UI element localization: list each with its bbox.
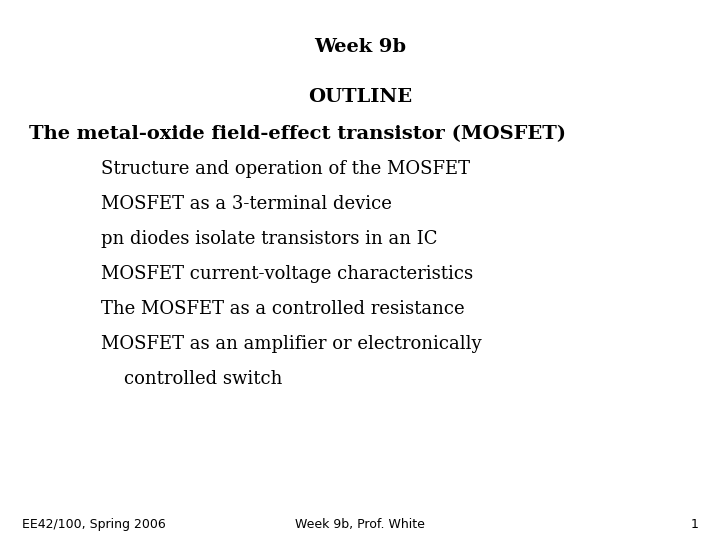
Text: Week 9b, Prof. White: Week 9b, Prof. White — [295, 518, 425, 531]
Text: The MOSFET as a controlled resistance: The MOSFET as a controlled resistance — [101, 300, 464, 318]
Text: controlled switch: controlled switch — [101, 370, 282, 388]
Text: MOSFET as a 3-terminal device: MOSFET as a 3-terminal device — [101, 195, 392, 213]
Text: Week 9b: Week 9b — [314, 38, 406, 56]
Text: 1: 1 — [690, 518, 698, 531]
Text: MOSFET current-voltage characteristics: MOSFET current-voltage characteristics — [101, 265, 473, 283]
Text: MOSFET as an amplifier or electronically: MOSFET as an amplifier or electronically — [101, 335, 482, 353]
Text: Structure and operation of the MOSFET: Structure and operation of the MOSFET — [101, 160, 470, 178]
Text: The metal-oxide field-effect transistor (MOSFET): The metal-oxide field-effect transistor … — [29, 125, 566, 143]
Text: pn diodes isolate transistors in an IC: pn diodes isolate transistors in an IC — [101, 230, 437, 248]
Text: OUTLINE: OUTLINE — [308, 88, 412, 106]
Text: EE42/100, Spring 2006: EE42/100, Spring 2006 — [22, 518, 166, 531]
